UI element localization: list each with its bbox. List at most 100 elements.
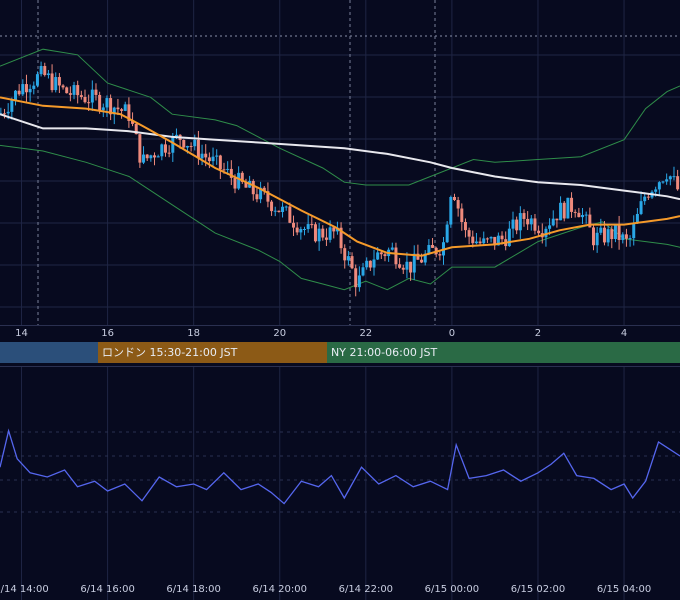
candle-down [138, 134, 142, 163]
candle-down [17, 90, 21, 95]
candle-down [65, 87, 69, 94]
candle-up [449, 196, 453, 225]
candle-down [646, 196, 650, 198]
candle-up [445, 224, 449, 243]
candle-down [222, 169, 226, 171]
candle-down [588, 214, 592, 228]
candle-down [255, 194, 259, 200]
candle-up [427, 245, 431, 254]
candle-down [368, 260, 372, 268]
candle-down [50, 73, 54, 91]
candle-up [639, 201, 643, 214]
candlesticks [0, 61, 680, 297]
candle-down [485, 238, 489, 240]
candle-up [507, 228, 511, 247]
candle-up [226, 168, 230, 170]
candle-down [610, 229, 614, 240]
candle-up [174, 134, 178, 137]
candle-up [390, 247, 394, 250]
candle-down [617, 224, 621, 240]
session-bar-tokyo [0, 342, 98, 363]
candle-down [452, 196, 456, 201]
candle-down [251, 180, 255, 195]
candle-down [460, 208, 464, 223]
candle-up [328, 227, 332, 240]
candle-down [350, 256, 354, 269]
candle-down [431, 245, 435, 248]
candle-down [493, 236, 497, 246]
candle-up [46, 73, 50, 76]
candle-up [302, 229, 306, 231]
candle-up [156, 156, 160, 158]
candle-up [105, 98, 109, 108]
candle-down [313, 224, 317, 242]
candle-up [665, 179, 669, 182]
candle-down [167, 152, 171, 154]
candle-up [548, 225, 552, 229]
candle-down [420, 259, 424, 263]
candle-down [196, 139, 200, 159]
candle-up [621, 234, 625, 240]
candle-down [79, 95, 83, 97]
candle-up [595, 232, 599, 246]
candle-down [57, 77, 61, 86]
osc-x-tick-label: 6/15 04:00 [596, 584, 652, 595]
osc-x-tick-label: 6/15 00:00 [424, 584, 480, 595]
candle-down [288, 206, 292, 223]
session-bar-london: ロンドン 15:30-21:00 JST [98, 342, 327, 363]
oscillator-grid [0, 366, 680, 600]
candle-down [416, 253, 420, 260]
candle-up [185, 146, 189, 148]
candle-up [613, 224, 617, 240]
candle-down [471, 236, 475, 244]
candle-up [661, 181, 665, 183]
candle-up [566, 197, 570, 219]
candle-down [189, 146, 193, 148]
candle-up [39, 66, 43, 75]
candle-up [482, 238, 486, 244]
candle-down [343, 248, 347, 261]
candle-down [394, 247, 398, 265]
candle-up [28, 88, 32, 93]
candle-down [562, 202, 566, 219]
candle-down [277, 210, 281, 213]
candle-up [376, 252, 380, 260]
moving-averages [0, 96, 680, 257]
candle-down [262, 187, 266, 192]
candle-down [398, 264, 402, 268]
candle-down [244, 181, 248, 188]
candle-down [109, 98, 113, 115]
candle-down [577, 212, 581, 218]
candle-down [207, 157, 211, 162]
candle-up [474, 241, 478, 244]
candle-down [43, 66, 47, 76]
candle-down [383, 254, 387, 257]
candle-up [317, 228, 321, 242]
candle-down [500, 235, 504, 240]
candle-up [215, 155, 219, 157]
main-x-tick-label: 4 [620, 328, 628, 339]
candle-up [72, 85, 76, 95]
candle-down [467, 230, 471, 237]
candle-down [295, 227, 299, 233]
candle-down [182, 140, 186, 148]
oscillator-panel-divider [0, 366, 680, 367]
candle-up [423, 253, 427, 263]
candle-down [266, 191, 270, 202]
candle-up [142, 154, 146, 163]
candle-down [3, 113, 7, 115]
candle-up [90, 89, 94, 103]
candle-down [233, 177, 237, 189]
candle-up [281, 206, 285, 213]
candle-up [149, 155, 153, 159]
candle-up [672, 176, 676, 178]
candle-up [657, 182, 661, 190]
candle-down [24, 84, 28, 93]
candle-down [537, 230, 541, 234]
candle-up [21, 84, 25, 95]
candle-up [635, 213, 639, 224]
candle-up [160, 144, 164, 157]
candle-down [676, 176, 680, 190]
candle-down [522, 213, 526, 219]
